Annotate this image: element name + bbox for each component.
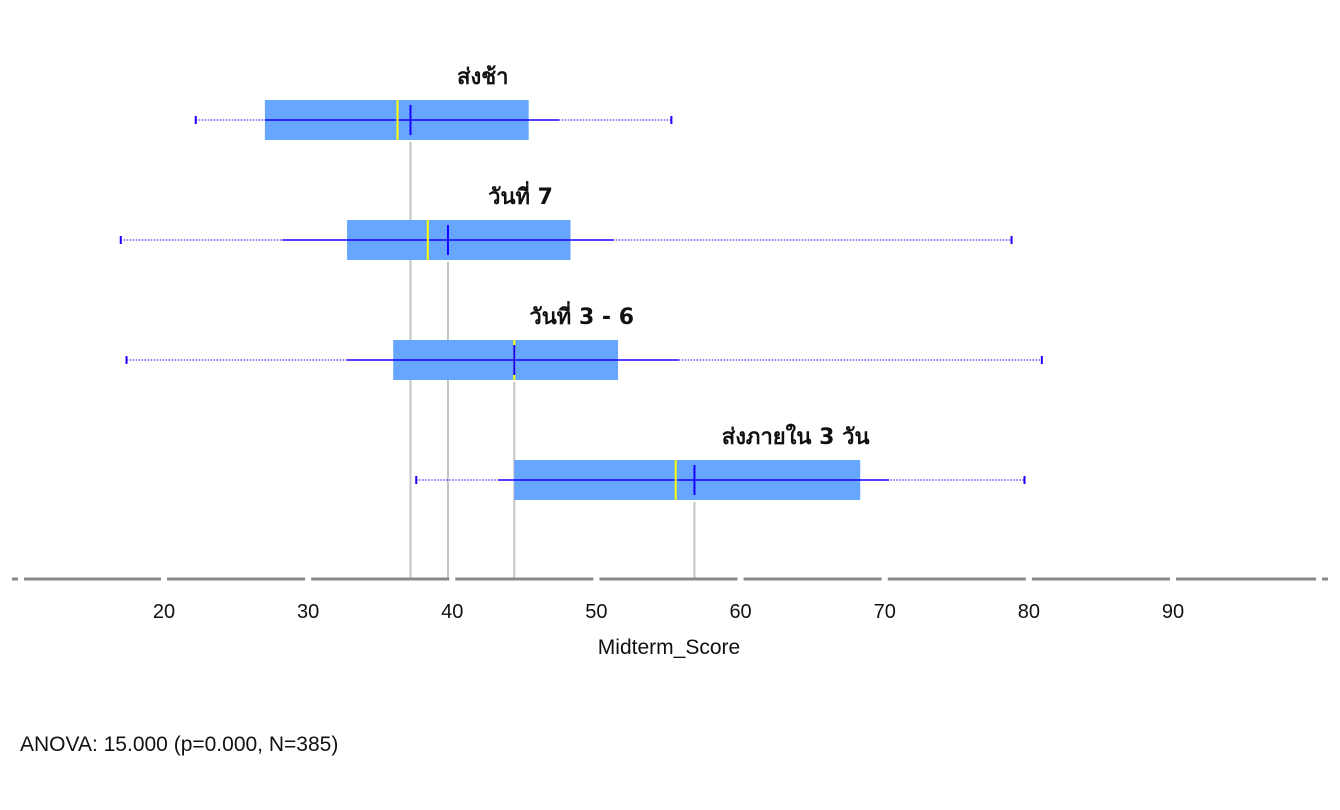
box-group: วันที่ 7	[119, 180, 1013, 260]
x-axis: 20 30 40 50 60 70 80 90	[12, 577, 1328, 623]
group-label: ส่งช้า	[457, 65, 508, 90]
x-tick-label: 70	[874, 601, 896, 623]
x-tick-label: 50	[585, 601, 607, 623]
box-group: วันที่ 3 - 6	[125, 300, 1043, 380]
group-label: วันที่ 3 - 6	[529, 300, 634, 330]
x-tick-label: 90	[1162, 601, 1184, 623]
x-tick-label: 80	[1018, 601, 1040, 623]
x-tick-label: 30	[297, 601, 319, 623]
x-axis-title: Midterm_Score	[598, 636, 740, 659]
group-label: ส่งภายใน 3 วัน	[722, 423, 870, 450]
x-tick-label: 60	[729, 601, 751, 623]
group-label: วันที่ 7	[488, 180, 553, 210]
x-tick-label: 40	[441, 601, 463, 623]
box-group: ส่งช้า	[194, 65, 673, 140]
box-group: ส่งภายใน 3 วัน	[415, 423, 1026, 500]
anova-summary: ANOVA: 15.000 (p=0.000, N=385)	[20, 733, 339, 756]
box-groups: ส่งช้าวันที่ 7 วันที่ 3 - 6 ส่งภายใน 3 วัน	[119, 65, 1043, 500]
x-tick-label: 20	[153, 601, 175, 623]
